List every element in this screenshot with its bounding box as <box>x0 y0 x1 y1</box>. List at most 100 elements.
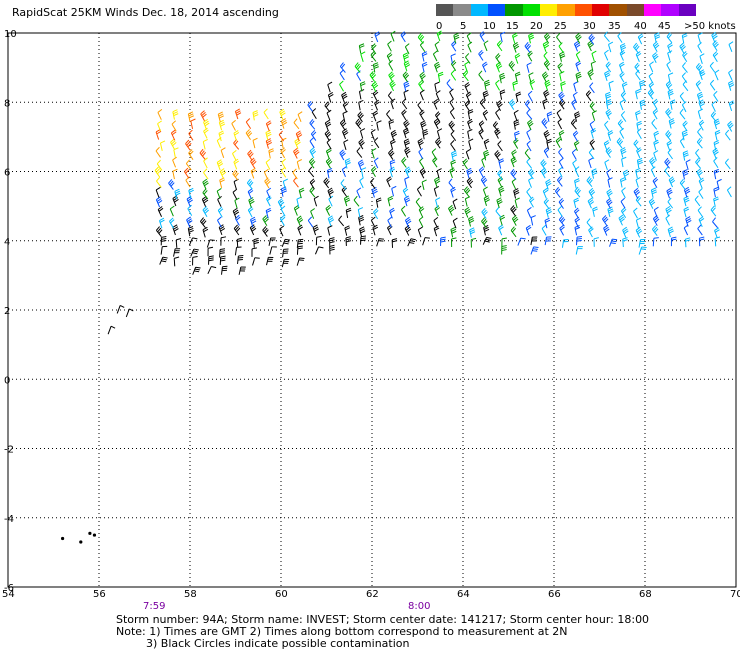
wind-barb <box>464 61 470 73</box>
wind-barb-feather <box>589 139 594 144</box>
wind-barb-feather <box>514 139 519 144</box>
wind-barb-feather <box>576 62 582 67</box>
wind-barb <box>282 178 288 190</box>
wind-barb-feather <box>451 150 457 154</box>
wind-barb-staff <box>636 131 642 140</box>
wind-barb <box>524 42 532 53</box>
wind-barb-feather <box>325 121 331 126</box>
wind-barb-feather <box>421 75 426 80</box>
wind-barb <box>390 139 396 150</box>
wind-barb-feather <box>356 187 362 192</box>
wind-barb-feather <box>297 245 303 248</box>
wind-barb <box>679 108 686 120</box>
wind-barb-staff <box>159 142 163 151</box>
wind-barb-feather <box>328 160 333 166</box>
wind-barb <box>434 61 441 73</box>
wind-barb-feather <box>466 93 472 98</box>
wind-barb-feather <box>560 217 565 222</box>
wind-barb-feather <box>511 149 517 154</box>
wind-barb-staff <box>280 208 286 217</box>
wind-barb-feather <box>589 82 594 87</box>
wind-barb-feather <box>467 169 472 173</box>
wind-barb-feather <box>496 197 502 201</box>
wind-barb-feather <box>401 205 406 210</box>
wind-barb <box>573 197 580 209</box>
wind-barb-feather <box>513 188 519 192</box>
wind-barb-feather <box>511 227 516 233</box>
wind-barb <box>513 188 520 199</box>
wind-barb-feather <box>359 218 365 222</box>
wind-barb-feather <box>219 115 224 119</box>
wind-barb-feather <box>681 72 687 77</box>
wind-barb <box>681 129 688 141</box>
wind-barb-feather <box>470 231 476 235</box>
wind-barb-staff <box>648 85 654 93</box>
wind-barb-feather <box>728 82 734 86</box>
wind-barb-feather <box>423 132 429 136</box>
wind-barb <box>359 128 366 139</box>
wind-barb-feather <box>667 84 673 89</box>
wind-barb-feather <box>515 73 521 77</box>
wind-barb-feather <box>512 171 517 177</box>
wind-barb-feather <box>484 197 490 201</box>
wind-barb-feather <box>654 218 660 223</box>
wind-barb-feather <box>544 93 550 97</box>
wind-barb-feather <box>422 129 428 132</box>
wind-barb <box>449 88 454 100</box>
wind-barb <box>296 215 304 227</box>
wind-barb-staff <box>555 140 561 148</box>
wind-barb-feather <box>542 100 548 104</box>
wind-barb <box>467 109 474 120</box>
wind-barb <box>527 119 534 131</box>
wind-barb-feather <box>298 219 304 223</box>
wind-barb-staff <box>682 124 688 132</box>
wind-barb <box>172 156 178 168</box>
wind-barb-feather <box>589 120 595 125</box>
wind-barb-feather <box>250 218 256 222</box>
wind-barb-feather <box>250 226 256 230</box>
wind-barb <box>376 120 382 131</box>
wind-barb-feather <box>541 169 547 174</box>
wind-barb-feather <box>524 148 529 154</box>
wind-barb-feather <box>589 43 594 48</box>
wind-barb-feather <box>374 99 380 104</box>
wind-barb-staff <box>574 180 577 189</box>
wind-barb-feather <box>714 120 720 124</box>
wind-barb-feather <box>471 237 477 241</box>
wind-barb <box>173 256 180 267</box>
wind-barb-feather <box>308 157 314 163</box>
wind-barb-feather <box>326 148 331 152</box>
wind-barb-staff <box>620 114 627 122</box>
wind-barb-feather <box>482 90 488 94</box>
wind-barb-feather <box>617 32 622 37</box>
wind-barb-feather <box>634 141 639 146</box>
wind-barb-feather <box>249 198 254 203</box>
y-tick-label: -4 <box>4 514 14 525</box>
wind-barb-feather <box>574 111 580 115</box>
wind-barb-feather <box>699 101 705 105</box>
wind-barb <box>694 195 701 207</box>
wind-barb-feather <box>685 190 691 195</box>
wind-barb-feather <box>372 188 378 193</box>
wind-barb <box>499 31 506 43</box>
wind-barb-feather <box>434 61 440 66</box>
wind-barb-feather <box>558 198 563 203</box>
wind-barb-staff <box>203 160 208 169</box>
wind-barb <box>169 205 175 217</box>
wind-barb-staff <box>231 123 236 131</box>
wind-barb-feather <box>545 34 550 39</box>
wind-barb-feather <box>484 79 490 83</box>
wind-barb-feather <box>713 140 719 144</box>
wind-barb <box>714 227 720 239</box>
wind-barb-feather <box>192 250 199 253</box>
footer-note: Note: 1) Times are GMT 2) Times along bo… <box>116 625 568 638</box>
wind-barb-staff <box>404 178 407 188</box>
wind-barb-feather <box>389 150 394 155</box>
wind-barb-feather <box>324 101 329 107</box>
wind-barb-staff <box>309 140 315 149</box>
wind-barb-staff <box>339 66 346 73</box>
wind-barb-staff <box>216 140 221 148</box>
wind-barb-feather <box>668 228 674 232</box>
wind-barb <box>232 207 240 219</box>
wind-barb-feather <box>464 61 470 65</box>
